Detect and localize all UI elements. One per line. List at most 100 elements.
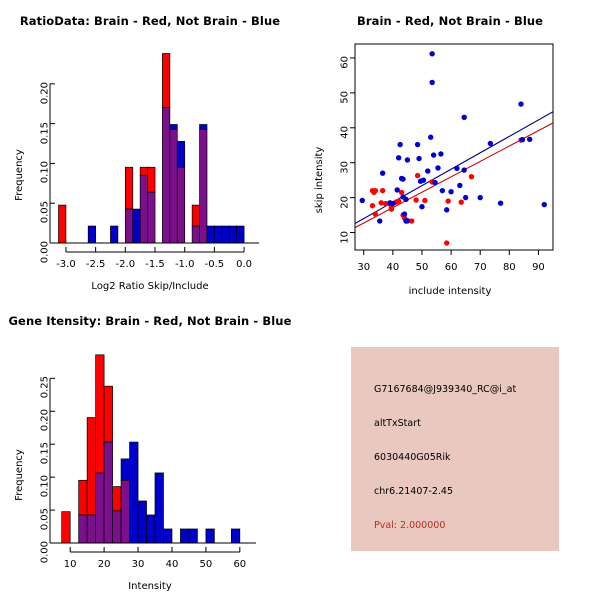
x-tick-label: 60 [444,262,458,273]
histogram-bar-overlap [103,441,113,544]
x-tick-label: 40 [165,559,179,570]
histogram-bar-overlap [191,225,200,244]
histogram-bar-overlap [124,208,134,244]
histogram-bar [176,141,186,168]
x-tick-label: -1.0 [174,259,195,270]
histogram-bar-overlap [95,472,105,544]
histogram-bar [110,225,119,244]
histogram-bar [169,124,178,130]
histogram-bar [206,225,215,244]
scatter-point [425,168,431,174]
panel-intensity-scatter: Brain - Red, Not Brain - Blue include in… [300,0,600,300]
histogram-bar [205,528,215,544]
scatter-point [400,176,406,182]
scatter-point [462,194,469,201]
scatter-point [428,134,434,140]
x-tick-label: 90 [532,262,545,273]
gene-intensity-title: Gene Itensity: Brain - Red, Not Brain - … [8,314,292,328]
histogram-bar [147,166,156,193]
scatter-point [419,204,425,210]
histogram-bar [58,204,67,244]
scatter-point [416,155,422,162]
histogram-bar [112,486,122,512]
scatter-point [429,51,435,57]
y-tick-label: 0.20 [39,81,51,105]
annotation-probe-id: G7167684@J939340_RC@i_at [374,384,517,395]
scatter-point [487,140,494,147]
x-tick-label: -2.0 [115,259,136,270]
panel-gene-intensity-histogram: Gene Itensity: Brain - Red, Not Brain - … [0,300,300,600]
y-tick-label: 0.05 [39,201,51,224]
intensity-scatter-plot [350,43,554,255]
scatter-point [457,182,463,189]
histogram-bar-overlap [120,479,130,544]
histogram-bar-overlap [176,166,186,244]
scatter-point [438,151,444,157]
histogram-bar [137,500,147,544]
scatter-point [397,141,403,148]
scatter-point [377,218,383,224]
scatter-point [454,165,460,171]
scatter-point [461,167,467,173]
scatter-point [439,187,446,194]
x-axis-label: include intensity [408,286,492,297]
histogram-bar-overlap [86,514,96,544]
scatter-point [359,197,365,204]
scatter-point [477,194,483,201]
scatter-point [394,187,400,193]
histogram-bar [221,225,230,244]
x-tick-label: 70 [473,262,487,273]
histogram-bar [124,166,134,210]
histogram-bar-overlap [162,107,171,244]
histogram-bar-overlap [78,514,88,544]
y-tick-label: 60 [339,55,351,69]
scatter-title: Brain - Red, Not Brain - Blue [356,14,544,28]
y-axis-label: Frequency [14,449,25,501]
y-axis-label: skip intensity [314,146,325,214]
plot-frame [354,43,554,251]
histogram-bar [86,417,96,516]
page-title: RatioData: Brain - Red, Not Brain - Blue [19,14,281,28]
histogram-bar [228,225,238,244]
x-tick-label: 20 [97,559,111,570]
scatter-point [372,211,379,217]
scatter-point [395,198,402,204]
scatter-point [435,165,441,171]
x-tick-label: 30 [131,559,145,570]
scatter-point [404,157,411,163]
x-axis-label: Intensity [128,581,172,592]
histogram-bar [120,458,130,481]
scatter-point [519,136,526,143]
trend-line [355,111,553,224]
histogram-bar [61,511,71,544]
x-axis-label: Log2 Ratio Skip/Include [91,281,209,292]
histogram-bar [87,225,96,244]
x-tick-label: 60 [233,559,247,570]
histogram-bar [103,385,113,443]
scatter-point [378,200,384,206]
histogram-bar [132,208,141,244]
scatter-point [422,197,428,204]
scatter-point [390,200,396,207]
x-tick-label: 50 [415,262,429,273]
histogram-bar-overlap [112,510,122,544]
ratio-histogram-plot [49,53,259,253]
x-tick-label: -0.5 [204,259,225,270]
scatter-point [404,217,411,224]
scatter-point [379,170,386,176]
scatter-point [468,173,475,180]
panel-ratio-histogram: RatioData: Brain - Red, Not Brain - Blue… [0,0,300,300]
scatter-point [371,189,377,196]
x-tick-label: 0.0 [236,259,253,270]
histogram-bar [146,514,156,544]
scatter-point [458,199,464,205]
histogram-bar [188,528,198,544]
x-tick-label: 30 [357,262,371,273]
histogram-bar-overlap [169,128,178,244]
x-tick-label: -3.0 [56,259,76,270]
x-tick-label: 10 [63,559,77,570]
annotation-locus: chr6.21407-2.45 [374,486,454,497]
histogram-bar [95,354,105,474]
scatter-point [414,172,421,179]
